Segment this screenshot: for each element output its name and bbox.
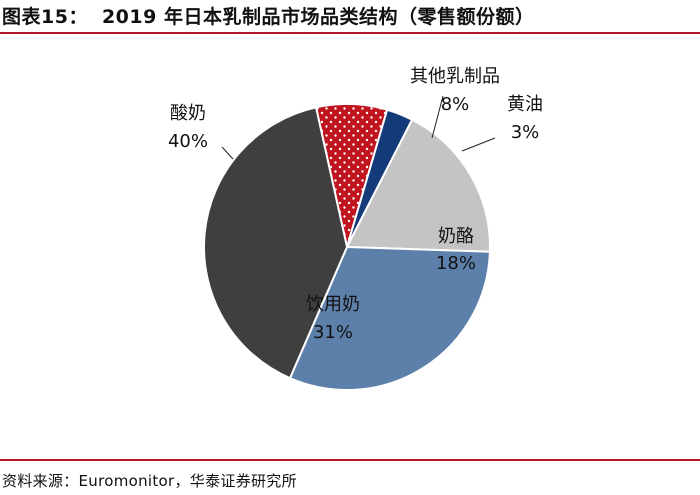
figure-header: 图表15： 2019 年日本乳制品市场品类结构（零售额份额）: [0, 0, 700, 34]
slice-name-label-5: 酸奶: [170, 103, 206, 124]
figure-title: 图表15： 2019 年日本乳制品市场品类结构（零售额份额）: [2, 2, 534, 29]
leader-line-2: [461, 137, 496, 152]
pie-slice-3: [345, 118, 491, 253]
leader-line-5: [221, 146, 234, 160]
slice-value-label-1: 8%: [441, 94, 470, 115]
slice-name-label-3: 奶酪: [438, 226, 474, 247]
slice-value-label-3: 18%: [436, 253, 476, 274]
slice-value-label-2: 3%: [511, 122, 540, 143]
slice-name-label-4: 饮用奶: [306, 294, 360, 315]
pie-slice-4: [288, 245, 491, 391]
chart-area: 其他乳制品 8% 黄油 3% 奶酪 18% 饮用奶 31% 酸奶 40%: [0, 34, 700, 458]
leader-line-1: [431, 95, 444, 139]
slice-value-label-4: 31%: [313, 322, 353, 343]
top-divider: [0, 32, 700, 34]
pie-chart: 其他乳制品 8% 黄油 3% 奶酪 18% 饮用奶 31% 酸奶 40%: [168, 66, 543, 391]
pie-slice-5: [203, 106, 349, 380]
slice-value-label-5: 40%: [168, 131, 208, 152]
bottom-divider: [0, 459, 700, 461]
figure-label: 图表15：: [2, 6, 88, 28]
slice-name-label-2: 黄油: [507, 94, 543, 115]
figure-title-text: 2019 年日本乳制品市场品类结构（零售额份额）: [101, 6, 535, 28]
slice-name-label-1: 其他乳制品: [410, 66, 500, 87]
source-note: 资料来源：Euromonitor，华泰证券研究所: [2, 472, 297, 490]
